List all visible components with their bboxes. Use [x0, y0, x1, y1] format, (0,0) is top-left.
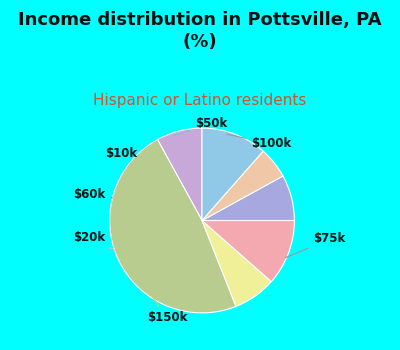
Text: $75k: $75k: [286, 232, 346, 258]
Wedge shape: [202, 176, 294, 220]
Text: $50k: $50k: [173, 117, 227, 136]
Text: Income distribution in Pottsville, PA
(%): Income distribution in Pottsville, PA (%…: [18, 10, 382, 51]
Wedge shape: [202, 220, 271, 306]
Text: $60k: $60k: [73, 188, 112, 201]
Wedge shape: [158, 128, 202, 220]
Wedge shape: [202, 220, 294, 282]
Wedge shape: [202, 151, 283, 220]
Text: $10k: $10k: [105, 147, 137, 164]
Text: Hispanic or Latino residents: Hispanic or Latino residents: [93, 93, 307, 108]
Wedge shape: [110, 140, 236, 313]
Wedge shape: [202, 128, 263, 220]
Text: $150k: $150k: [147, 296, 187, 324]
Text: $20k: $20k: [73, 231, 116, 251]
Text: $100k: $100k: [227, 134, 292, 150]
